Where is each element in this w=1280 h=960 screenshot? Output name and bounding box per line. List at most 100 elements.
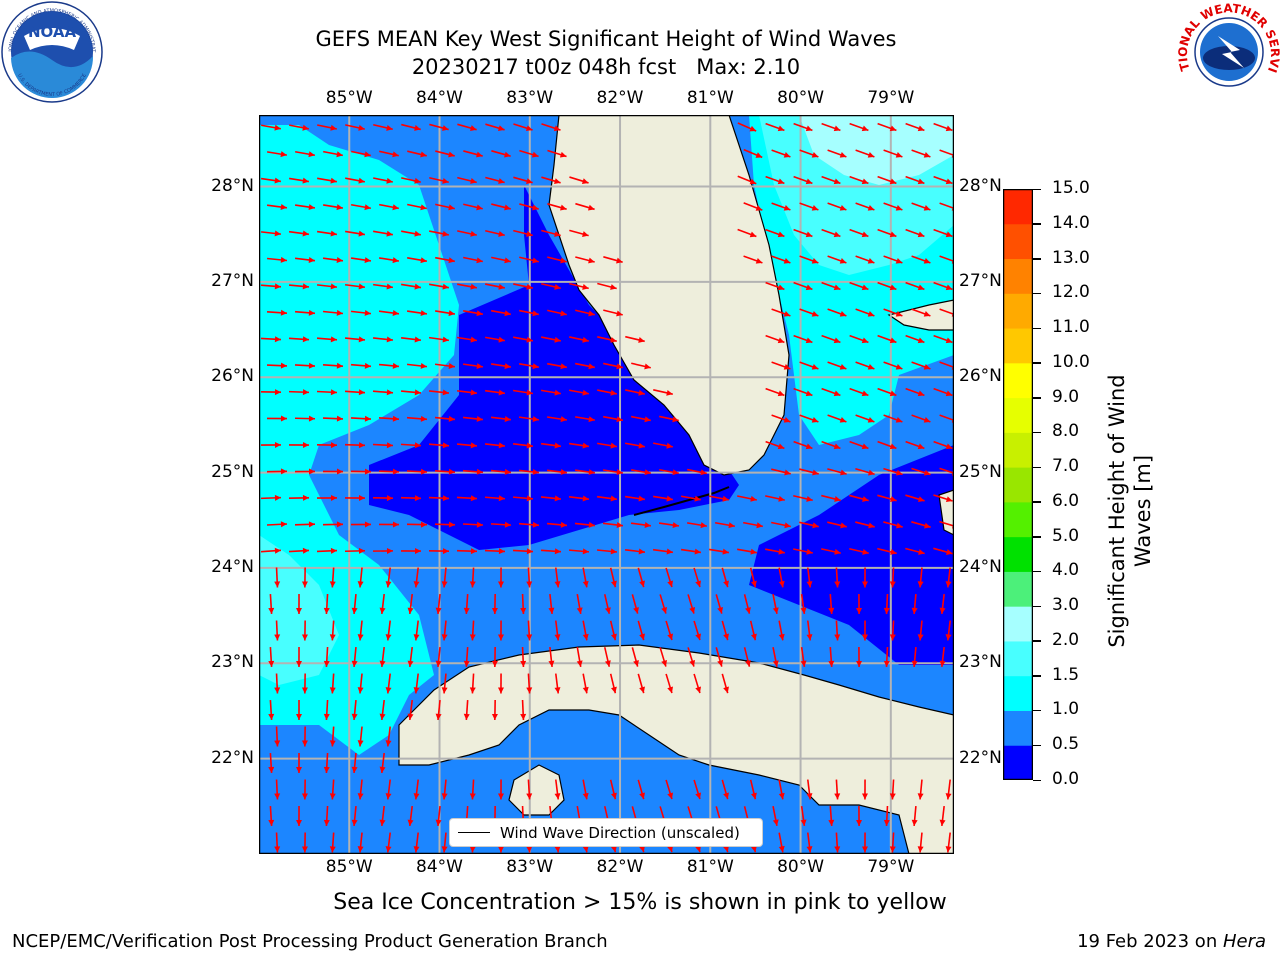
wave-arrow-head-335: [840, 522, 847, 529]
title-line-1: GEFS MEAN Key West Significant Height of…: [315, 27, 897, 51]
wave-arrow-head-229: [448, 415, 455, 422]
wave-arrow-head-2: [330, 124, 337, 131]
wave-arrow-head-300: [554, 495, 561, 502]
wave-arrow-head-22: [364, 151, 371, 158]
wave-arrow-head-171: [610, 336, 617, 343]
wave-arrow-head-208: [470, 389, 477, 396]
wave-arrow-head-376: [582, 580, 589, 588]
wave-arrow-head-458: [772, 660, 779, 667]
wave-arrow-head-19: [280, 151, 287, 158]
wave-arrow-head-326: [588, 521, 595, 528]
colorbar-segment-3: [1003, 640, 1033, 677]
wave-arrow-head-313: [917, 496, 925, 503]
lon-tick-bottom-6: 79°W: [867, 857, 915, 877]
wave-arrow-head-163: [386, 336, 393, 343]
wave-arrow-head-516: [667, 792, 674, 800]
wave-arrow-head-260: [777, 443, 785, 450]
wave-arrow-head-202: [302, 389, 309, 396]
wave-arrow-head-159: [274, 336, 281, 343]
colorbar-tick-mark-6: [1033, 570, 1041, 573]
wave-arrow-head-296: [442, 495, 449, 502]
wave-arrow-head-319: [392, 521, 399, 528]
wave-arrow-head-175: [833, 337, 841, 344]
wave-arrow-head-503: [301, 793, 308, 800]
wave-arrow-head-293: [358, 495, 365, 502]
wave-arrow-head-150: [588, 310, 595, 317]
wave-arrow-head-251: [442, 442, 449, 449]
wave-arrow-head-254: [526, 442, 533, 449]
wave-arrow-head-193: [644, 363, 651, 370]
wave-arrow-head-382: [751, 580, 757, 588]
wave-arrow-head-305: [694, 495, 701, 502]
wave-arrow-head-138: [945, 284, 953, 291]
lat-tick-left-2: 26°N: [211, 366, 254, 387]
wave-arrow-head-43: [414, 177, 421, 184]
colorbar-tick-mark-8: [1033, 501, 1041, 503]
wave-arrow-head-436: [861, 634, 868, 641]
wave-arrow-head-408: [772, 607, 779, 614]
lat-tick-left-1: 27°N: [211, 270, 254, 291]
colorbar-segment-11: [1003, 362, 1033, 399]
wave-arrow-head-4: [386, 124, 393, 131]
wave-arrow-head-510: [497, 793, 504, 800]
wave-arrow-head-67: [532, 204, 539, 211]
wave-arrow-head-417: [329, 634, 336, 641]
colorbar-tick-9: 7.0: [1052, 456, 1080, 477]
wave-arrow-head-478: [639, 686, 645, 694]
wave-arrow-head-248: [358, 442, 365, 449]
wave-arrow-head-114: [839, 258, 847, 264]
colorbar-segment-1: [1003, 710, 1033, 746]
wave-arrow-head-79: [302, 230, 309, 237]
wave-arrow-head-195: [811, 364, 819, 370]
wave-arrow-head-54: [861, 178, 869, 185]
wave-arrow-head-155: [867, 311, 875, 317]
wave-arrow-head-502: [274, 793, 281, 800]
wave-arrow-head-467: [329, 687, 336, 694]
wave-arrow-head-245: [274, 441, 281, 448]
wave-arrow-head-392: [323, 607, 330, 614]
wave-arrow-head-191: [588, 363, 595, 370]
wave-arrow-head-31: [783, 152, 791, 158]
wave-arrow-head-559: [469, 846, 476, 853]
lon-tick-bottom-4: 81°W: [686, 857, 734, 877]
wave-arrow-head-101: [364, 257, 371, 264]
wave-arrow-head-58: [280, 204, 287, 210]
colorbar-tick-14: 12.0: [1052, 282, 1090, 303]
wave-arrow-head-402: [604, 607, 611, 614]
wave-arrow-head-390: [268, 607, 275, 614]
wave-arrow-head-278: [588, 469, 595, 476]
wave-arrow-head-122: [358, 283, 365, 290]
wave-arrow-head-41: [358, 177, 365, 184]
wave-arrow-head-553: [301, 846, 308, 853]
wave-arrow-head-479: [667, 686, 674, 694]
wave-arrow-head-217: [805, 390, 813, 397]
wave-arrow-head-418: [357, 634, 364, 641]
wave-arrow-head-485: [351, 713, 358, 720]
lon-tick-top-5: 80°W: [777, 88, 825, 108]
wave-arrow-head-452: [604, 660, 611, 667]
wave-arrow-head-533: [435, 819, 442, 826]
wave-arrow-head-303: [638, 495, 645, 502]
wave-arrow-head-94: [861, 231, 869, 238]
wave-arrow-head-455: [689, 659, 696, 667]
wave-arrow-head-177: [889, 337, 897, 344]
wave-arrow-head-279: [616, 469, 623, 476]
noaa-logo: NOAA NATIONAL OCEANIC AND ATMOSPHERIC AD…: [0, 0, 105, 105]
wave-arrow-head-308: [778, 495, 785, 502]
wave-arrow-head-474: [526, 687, 533, 694]
wave-arrow-head-16: [889, 125, 897, 132]
wave-arrow-head-29: [559, 151, 567, 158]
wave-arrow-289: [939, 467, 954, 474]
wave-arrow-head-424: [526, 634, 533, 641]
colorbar-segment-8: [1003, 467, 1033, 503]
wave-arrow-head-532: [407, 819, 414, 826]
wave-arrow-head-349: [526, 548, 533, 555]
band-2-0-3-0-east: [799, 115, 954, 185]
wave-arrow-head-50: [749, 178, 757, 185]
wave-arrow-head-87: [526, 231, 533, 237]
wave-arrow-head-412: [883, 607, 890, 614]
wave-arrow-head-487: [407, 713, 414, 720]
wave-arrow-head-181: [308, 362, 315, 369]
wave-arrow-head-275: [504, 468, 511, 475]
wave-arrow-head-108: [560, 257, 567, 264]
